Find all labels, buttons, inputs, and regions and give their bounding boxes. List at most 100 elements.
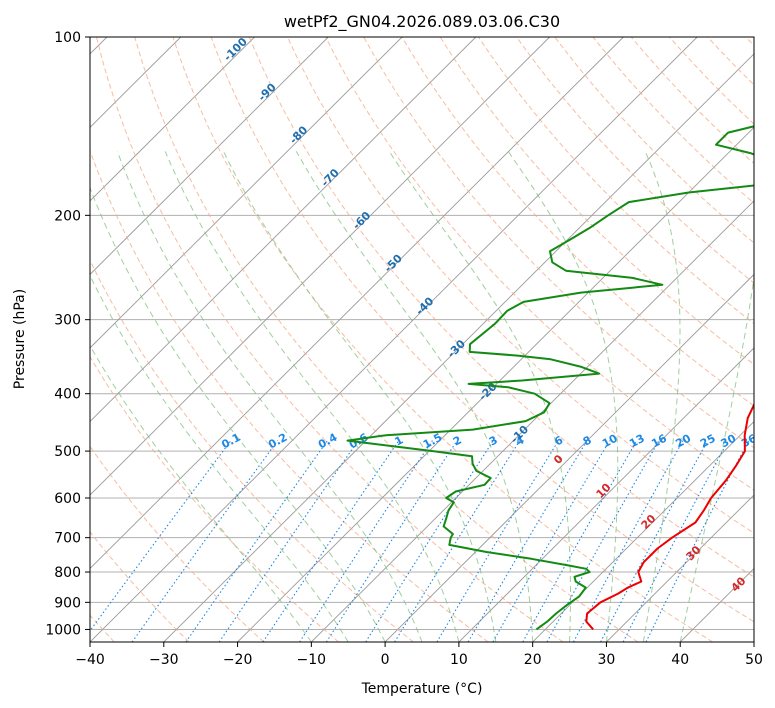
x-tick-label: 0 xyxy=(381,652,390,668)
mixing-ratio-line xyxy=(325,440,458,642)
adiabat-label: -80 xyxy=(287,123,310,146)
moist-adiabat-line xyxy=(90,344,312,642)
adiabat-label: -60 xyxy=(350,209,373,232)
isotherm-line xyxy=(384,273,754,642)
y-axis: 100 200 300 400 500 600 700 800 900 1000 xyxy=(45,30,90,638)
dry-adiabat-line xyxy=(592,37,754,204)
isotherm-line xyxy=(753,641,754,642)
isotherm-line xyxy=(90,37,550,496)
temperature-profile-line xyxy=(585,402,754,631)
isotherm-line xyxy=(163,53,754,642)
plot-frame xyxy=(89,36,755,643)
mixing-ratio-label: 0.4 xyxy=(316,431,340,452)
dry-adiabat-line xyxy=(90,531,190,642)
y-axis-label: Pressure (hPa) xyxy=(12,289,28,389)
y-tick-label: 600 xyxy=(54,491,81,507)
y-tick-label: 100 xyxy=(54,30,81,46)
adiabat-label: -40 xyxy=(413,294,436,317)
mixing-ratio-label: 10 xyxy=(600,432,620,451)
mixing-ratio-label: 36 xyxy=(739,432,759,451)
adiabat-label: -70 xyxy=(319,166,342,189)
mixing-ratio-line xyxy=(90,440,232,632)
isotherm-line xyxy=(90,37,624,570)
y-tick-label: 500 xyxy=(54,444,81,460)
x-tick-label: −30 xyxy=(149,652,179,668)
moist-adiabat-line xyxy=(679,273,754,642)
mixing-ratio-line xyxy=(522,440,638,642)
mixing-ratio-label: 0.2 xyxy=(266,431,289,452)
isotherm-line xyxy=(458,347,754,642)
dry-adiabat-line xyxy=(134,37,639,642)
isotherm-line xyxy=(90,37,403,349)
mixing-ratio-label: 0.1 xyxy=(219,431,242,452)
adiabat-label: 30 xyxy=(684,543,704,563)
dry-adiabat-line xyxy=(90,355,339,642)
adiabat-label: -30 xyxy=(445,337,468,360)
mixing-ratio-line xyxy=(299,440,433,642)
mixing-ratio-line xyxy=(394,440,521,642)
mixing-ratio-label: 30 xyxy=(719,432,739,451)
profile-lines xyxy=(346,125,754,631)
chart-title: wetPf2_GN04.2026.089.03.06.C30 xyxy=(284,12,560,32)
mixing-ratio-line xyxy=(131,440,279,642)
x-axis: −40 −30 −20 −10 0 10 20 30 40 50 xyxy=(75,642,763,668)
dry-adiabat-line xyxy=(90,149,489,642)
mixing-ratio-label: 6 xyxy=(552,433,565,448)
x-tick-label: −10 xyxy=(297,652,327,668)
mixing-ratio-labels: 0.1 0.2 0.4 0.6 1 1.5 2 3 4 6 8 10 13 16 20 25 30 36 xyxy=(219,431,759,452)
adiabat-label: -100 xyxy=(221,35,250,64)
y-tick-label: 1000 xyxy=(45,622,81,638)
moist-adiabat-line xyxy=(116,151,423,642)
dry-adiabat-line xyxy=(287,37,754,534)
x-tick-label: −20 xyxy=(223,652,253,668)
isotherm-line xyxy=(90,37,698,642)
moist-adiabat-line xyxy=(223,151,497,642)
mixing-ratio-line xyxy=(600,440,709,642)
dry-adiabat-line xyxy=(325,37,754,491)
mixing-ratio-line xyxy=(546,440,660,642)
moist-adiabat-line xyxy=(90,274,349,642)
mixing-ratio-label: 20 xyxy=(673,432,693,451)
y-tick-label: 200 xyxy=(54,208,81,224)
dry-adiabat-line xyxy=(363,37,754,449)
dry-adiabat-line xyxy=(248,37,754,578)
mixing-ratio-line xyxy=(436,440,559,642)
adiabat-label: -90 xyxy=(256,80,279,103)
isotherm-line xyxy=(90,37,329,276)
moist-adiabat-line xyxy=(295,151,534,642)
mixing-ratio-label: 3 xyxy=(487,434,500,449)
dry-adiabat-line xyxy=(554,37,754,244)
mixing-ratio-label: 1.5 xyxy=(421,431,444,452)
isotherm-line xyxy=(90,37,255,202)
x-tick-label: 20 xyxy=(524,652,542,668)
isotherm-line xyxy=(90,37,477,423)
moist-adiabat-line xyxy=(90,186,386,642)
x-axis-label: Temperature (°C) xyxy=(361,681,483,697)
mixing-ratio-line xyxy=(218,440,359,642)
x-tick-label: −40 xyxy=(75,652,105,668)
mixing-ratio-line xyxy=(185,440,328,642)
dry-adiabat-line xyxy=(172,37,713,642)
x-tick-label: 10 xyxy=(450,652,468,668)
adiabat-label: 0 xyxy=(551,452,566,467)
dry-adiabat-line xyxy=(439,37,754,365)
mixing-ratio-line xyxy=(262,440,400,642)
dewpoint-profile-line xyxy=(346,125,754,631)
mixing-ratio-line xyxy=(492,440,611,642)
dry-adiabat-line xyxy=(96,37,564,642)
moist-adiabat-line xyxy=(507,151,619,642)
mixing-ratio-label: 16 xyxy=(649,432,669,451)
y-tick-label: 400 xyxy=(54,387,81,403)
y-tick-label: 800 xyxy=(54,565,81,581)
isotherm-line xyxy=(311,200,754,642)
mixing-ratio-label: 25 xyxy=(698,432,718,451)
mixing-ratio-line xyxy=(467,440,588,642)
isotherm-line xyxy=(606,494,754,642)
x-tick-label: 40 xyxy=(671,652,689,668)
moist-adiabat-line xyxy=(164,151,460,642)
mixing-ratio-line xyxy=(365,440,494,642)
y-tick-label: 900 xyxy=(54,595,81,611)
dry-adiabat-line xyxy=(477,37,754,325)
dry-adiabat-line xyxy=(90,259,414,642)
